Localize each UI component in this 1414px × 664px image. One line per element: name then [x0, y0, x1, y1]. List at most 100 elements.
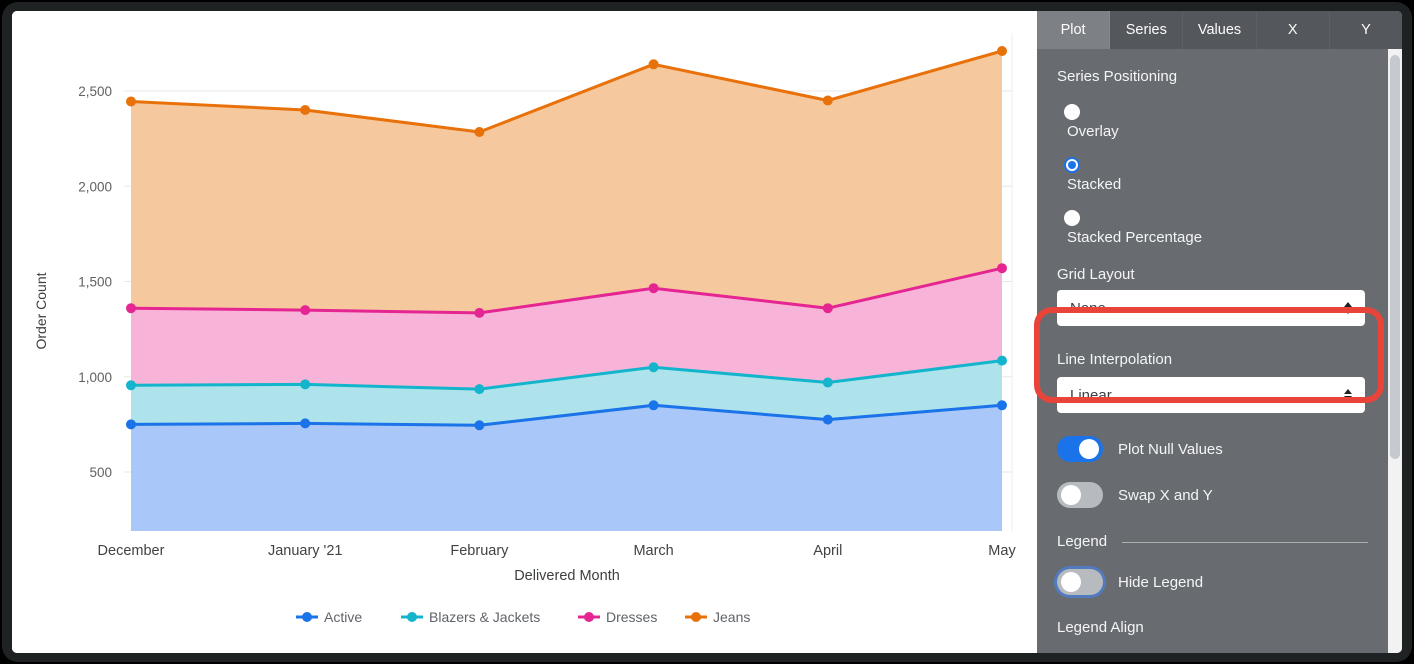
y-axis-title: Order Count: [33, 272, 49, 349]
data-point-dresses[interactable]: [648, 283, 659, 294]
legend-marker-dot: [407, 612, 417, 622]
legend-section-header: Legend: [1057, 532, 1368, 552]
grid-layout-label: Grid Layout: [1057, 266, 1135, 283]
x-tick-label: May: [988, 543, 1016, 559]
plot-null-values-row: Plot Null Values: [1057, 436, 1402, 462]
legend-item-blazers-jackets[interactable]: Blazers & Jackets: [401, 609, 540, 625]
toggle-knob: [1079, 439, 1099, 459]
line-active: [129, 403, 1004, 427]
legend-marker-dot: [691, 612, 701, 622]
tab-x[interactable]: X: [1257, 11, 1330, 49]
tab-plot[interactable]: Plot: [1037, 11, 1111, 49]
tab-y[interactable]: Y: [1361, 22, 1371, 38]
data-point-blazers-jackets[interactable]: [474, 384, 485, 395]
radio-unselected-icon: [1064, 210, 1080, 226]
line-interpolation-dropdown[interactable]: Linear: [1057, 377, 1365, 413]
x-tick-label: January '21: [268, 543, 343, 559]
grid-layout-dropdown[interactable]: None: [1057, 290, 1365, 326]
legend-align-label: Legend Align: [1057, 619, 1144, 636]
radio-option-label: Overlay: [1067, 123, 1119, 140]
data-point-dresses[interactable]: [126, 303, 136, 314]
legend-marker-dot: [584, 612, 594, 622]
y-tick-label: 500: [89, 465, 112, 480]
legend-label: Blazers & Jackets: [429, 609, 540, 625]
line-jeans: [129, 49, 1004, 134]
data-point-blazers-jackets[interactable]: [997, 355, 1007, 366]
data-point-dresses[interactable]: [474, 307, 485, 318]
panel-scrollbar: [1388, 49, 1402, 653]
data-point-jeans[interactable]: [126, 96, 136, 107]
scrollbar-thumb[interactable]: [1390, 55, 1400, 459]
radio-option-label: Stacked Percentage: [1067, 229, 1203, 246]
data-point-active[interactable]: [300, 418, 311, 429]
toggle-knob: [1061, 485, 1081, 505]
swap-x-y-label: Swap X and Y: [1118, 486, 1213, 504]
tab-values[interactable]: Values: [1183, 11, 1257, 49]
area-active: [131, 405, 1002, 531]
swap-x-and-y-toggle[interactable]: [1057, 482, 1103, 508]
data-point-blazers-jackets[interactable]: [648, 362, 659, 373]
data-point-active[interactable]: [822, 414, 833, 425]
data-point-active[interactable]: [648, 400, 659, 411]
x-tick-label: December: [98, 543, 165, 559]
data-point-blazers-jackets[interactable]: [300, 379, 311, 390]
data-point-jeans[interactable]: [474, 127, 485, 137]
hide-legend-toggle[interactable]: [1057, 569, 1103, 595]
section-divider: [1122, 541, 1368, 543]
plot-null-values-toggle[interactable]: [1057, 436, 1103, 462]
data-point-dresses[interactable]: [997, 263, 1007, 274]
series-positioning-group: Overlay Stacked Stacked Percentage: [1057, 104, 1402, 248]
data-point-active[interactable]: [997, 400, 1007, 411]
radio-option-stacked[interactable]: Stacked: [1057, 157, 1402, 195]
legend-item-dresses[interactable]: Dresses: [578, 609, 657, 625]
legend-label: Active: [324, 609, 362, 625]
stacked-area-chart: 500 1,000 1,500 2,000 2,500 December January '…: [33, 33, 1016, 625]
tab-bar: Plot Series Values X Y: [1037, 11, 1402, 49]
legend-label: Dresses: [606, 609, 657, 625]
y-tick-label: 1,000: [78, 370, 112, 385]
legend-marker-dot: [302, 612, 312, 622]
panel-body: Series Positioning Overlay Stacked Stacked…: [1034, 67, 1402, 653]
tab-series[interactable]: Series: [1110, 11, 1184, 49]
line-blazers-jackets: [129, 359, 1004, 391]
chart-panel: 500 1,000 1,500 2,000 2,500 December January '…: [12, 11, 1037, 653]
data-point-jeans[interactable]: [300, 105, 311, 115]
x-tick-label: February: [450, 543, 509, 559]
data-point-jeans[interactable]: [822, 95, 833, 106]
data-point-active[interactable]: [126, 419, 136, 430]
swap-x-y-row: Swap X and Y: [1057, 482, 1402, 508]
radio-option-overlay[interactable]: Overlay: [1057, 104, 1402, 142]
window-content: 500 1,000 1,500 2,000 2,500 December January '…: [12, 11, 1402, 653]
legend-item-jeans[interactable]: Jeans: [685, 609, 750, 625]
grid-layout-value: None: [1070, 299, 1106, 317]
line-interpolation-value: Linear: [1070, 386, 1112, 404]
line-dresses: [129, 266, 1004, 315]
data-point-active[interactable]: [474, 420, 485, 431]
data-point-jeans[interactable]: [997, 46, 1007, 56]
plot-null-values-label: Plot Null Values: [1118, 440, 1223, 458]
data-point-jeans[interactable]: [648, 59, 659, 70]
data-point-blazers-jackets[interactable]: [822, 377, 833, 388]
settings-panel: Plot Series Values X Y Series Positioning Ov…: [1034, 11, 1402, 653]
data-point-dresses[interactable]: [300, 305, 311, 316]
updown-arrows-icon: [1344, 389, 1352, 401]
updown-arrows-icon: [1344, 302, 1352, 314]
radio-unselected-icon: [1064, 104, 1080, 120]
hide-legend-row: Hide Legend: [1057, 569, 1402, 595]
radio-option-stacked-percentage[interactable]: Stacked Percentage: [1057, 210, 1402, 248]
hide-legend-label: Hide Legend: [1118, 573, 1204, 591]
radio-option-label: Stacked: [1067, 176, 1122, 193]
line-interpolation-label: Line Interpolation: [1057, 351, 1173, 368]
data-point-dresses[interactable]: [822, 303, 833, 314]
series-positioning-label: Series Positioning: [1057, 68, 1178, 85]
y-tick-label: 2,500: [78, 84, 112, 99]
y-tick-label: 1,500: [78, 275, 112, 290]
legend-item-active[interactable]: Active: [296, 609, 362, 625]
x-tick-label: March: [633, 543, 673, 559]
data-point-blazers-jackets[interactable]: [126, 380, 136, 391]
radio-selected-icon: [1064, 157, 1080, 173]
x-tick-label: April: [813, 543, 842, 559]
y-tick-label: 2,000: [78, 179, 112, 194]
